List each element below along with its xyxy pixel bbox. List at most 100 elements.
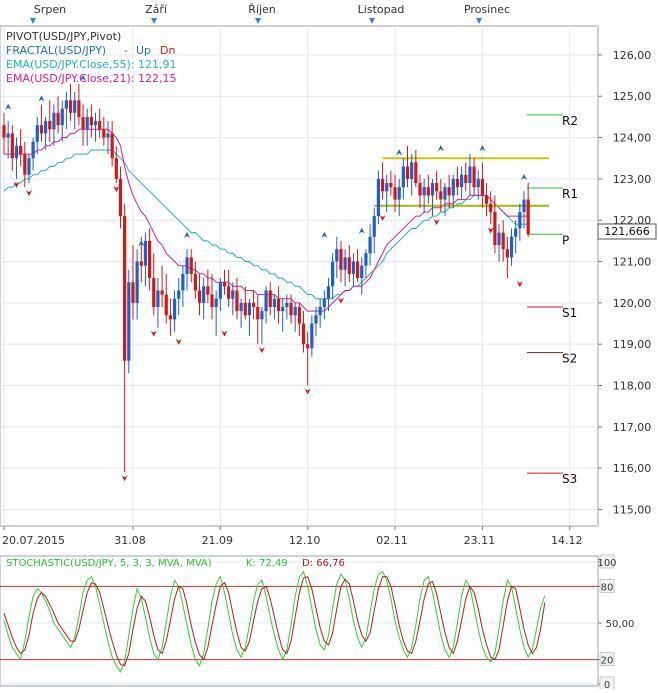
price-x-tick-label: 20.07.2015: [2, 534, 65, 547]
candle-body: [52, 112, 56, 130]
fractal-up-icon: [184, 231, 191, 238]
candle-body: [231, 290, 235, 299]
candle-body: [93, 121, 98, 126]
candle-body: [414, 162, 418, 184]
month-axis: Srpen Září Říjen Listopad Prosinec: [30, 3, 510, 24]
candle-body: [281, 306, 285, 312]
current-price-label: 121,666: [604, 225, 650, 238]
stoch-y-tick-label: 100: [597, 558, 616, 569]
candle-body: [181, 273, 185, 291]
fractal-down-icon: [258, 347, 265, 354]
fractal-down-icon: [221, 330, 228, 337]
month-marker-icon: [476, 18, 482, 24]
candle-body: [497, 232, 501, 246]
month-label-prosinec: Prosinec: [464, 3, 510, 16]
candle-body: [314, 315, 318, 324]
fractal-down-icon: [25, 190, 32, 197]
pivot-label-s3: S3: [562, 472, 577, 486]
fractal-down-icon: [337, 297, 344, 304]
candle-body: [160, 290, 164, 295]
candle-body: [73, 100, 77, 113]
candle-body: [322, 298, 326, 307]
price-y-tick-label: 121,00: [613, 256, 652, 269]
candle-body: [81, 116, 85, 130]
price-y-tick-label: 120,00: [613, 297, 652, 310]
candle-body: [252, 302, 256, 307]
candle-body: [247, 302, 252, 316]
candle-body: [77, 100, 81, 117]
candle-body: [455, 178, 460, 188]
candle-body: [493, 211, 497, 246]
candle-body: [297, 306, 301, 324]
candle-body: [197, 290, 202, 303]
price-y-tick-label: 118,00: [613, 380, 652, 393]
candle-body: [118, 178, 123, 217]
stoch-legend-k: K: 72,49: [246, 558, 288, 569]
candle-body: [127, 282, 131, 361]
candle-body: [98, 121, 102, 130]
candle-body: [27, 158, 31, 175]
candle-body: [131, 282, 135, 303]
current-price-tag: 121,666: [597, 223, 657, 240]
candle-body: [23, 154, 27, 175]
candle-body: [472, 166, 476, 188]
price-x-tick-label: 14.12: [551, 534, 583, 547]
price-x-tick-label: 12.10: [289, 534, 321, 547]
stoch-legend: STOCHASTIC(USD/JPY, 5, 3, 3, MVA, MVA) K…: [6, 558, 345, 569]
fractal-up-icon: [5, 103, 12, 110]
candle-body: [468, 166, 472, 184]
candle-body: [48, 121, 52, 130]
price-x-tick-label: 31.08: [114, 534, 146, 547]
fractal-down-icon: [304, 388, 311, 395]
candle-body: [460, 174, 464, 188]
month-label-srpen: Srpen: [34, 3, 66, 16]
candle-body: [227, 286, 231, 299]
candle-body: [89, 116, 93, 126]
month-marker-icon: [255, 18, 261, 24]
candle-body: [347, 257, 351, 274]
fractal-down-icon: [516, 281, 523, 288]
candle-body: [64, 100, 68, 109]
legend-pivot: PIVOT(USD/JPY,Pivot): [6, 30, 121, 43]
candle-body: [372, 216, 376, 237]
candle-body: [102, 129, 106, 138]
candle-body: [380, 178, 385, 192]
stoch-y-tick-box: [599, 579, 615, 593]
candle-body: [464, 174, 468, 184]
pivot-label-r1: R1: [562, 187, 578, 201]
candle-body: [143, 240, 148, 266]
candle-body: [439, 191, 443, 200]
price-grid: [0, 26, 598, 526]
candle-body: [168, 315, 172, 320]
candle-body: [422, 187, 426, 196]
fractal-up-icon: [521, 174, 527, 181]
candle-body: [148, 240, 152, 279]
price-y-tick-label: 125,00: [613, 90, 652, 103]
candle-body: [522, 199, 526, 212]
legend-fractal: FRACTAL(USD/JPY): [6, 44, 106, 57]
price-y-tick-label: 126,00: [613, 49, 652, 62]
candle-body: [293, 306, 297, 316]
candle-body: [410, 162, 414, 179]
price-y-tick-label: 124,00: [613, 132, 652, 145]
stoch-legend-title: STOCHASTIC(USD/JPY, 5, 3, 3, MVA, MVA): [6, 558, 212, 569]
price-x-tick-label: 23.11: [464, 534, 496, 547]
candle-body: [264, 290, 268, 312]
price-x-tick-label: 21.09: [202, 534, 234, 547]
candle-body: [368, 236, 372, 254]
candle-body: [501, 232, 505, 250]
price-y-tick-label: 116,00: [613, 462, 652, 475]
fractal-markers: [5, 74, 527, 482]
fractal-up-icon: [479, 145, 486, 152]
stoch-y-tick-label: 0: [604, 680, 610, 689]
candle-body: [2, 125, 6, 138]
candle-body: [239, 302, 243, 312]
price-y-tick-label: 115,00: [613, 503, 652, 516]
stoch-y-tick-box: [599, 652, 615, 666]
candle-body: [156, 290, 160, 307]
legend-ema21: EMA(USD/JPY.Close,21): 122,15: [6, 72, 177, 85]
candle-body: [152, 278, 156, 307]
candle-body: [514, 228, 518, 237]
fractal-up-icon: [396, 149, 403, 156]
